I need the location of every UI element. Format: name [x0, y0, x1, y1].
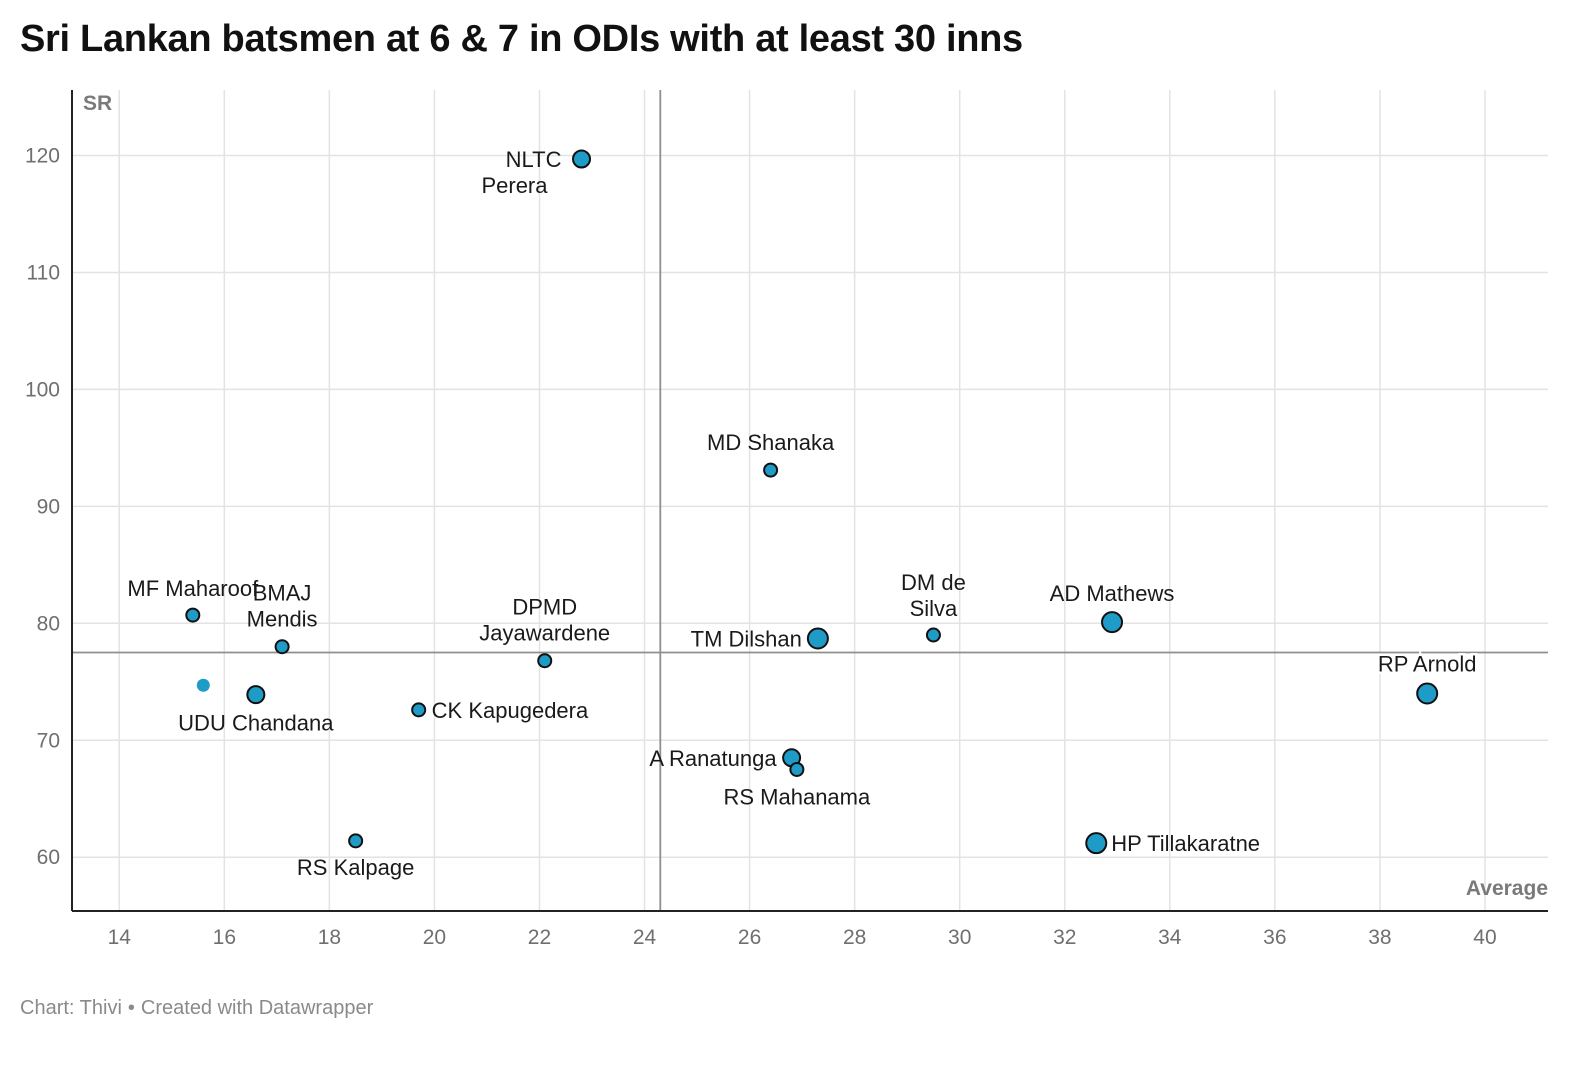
data-label: BMAJ Mendis — [247, 581, 318, 632]
data-label: RS Mahanama — [723, 784, 871, 809]
x-tick-label: 16 — [213, 926, 236, 949]
x-tick-label: 34 — [1158, 926, 1182, 949]
data-label-line: RS Mahanama — [723, 784, 871, 809]
reference-lines — [72, 90, 1548, 911]
data-point — [348, 833, 364, 849]
data-label: DM de Silva — [901, 570, 966, 621]
data-label: UDU Chandana — [178, 711, 334, 736]
y-tick-label: 60 — [37, 846, 60, 869]
data-label: A Ranatunga — [649, 746, 777, 771]
data-point — [1101, 611, 1124, 634]
data-label-line: Jayawardene — [479, 621, 610, 646]
x-tick-label: 40 — [1473, 926, 1496, 949]
data-label-line: Silva — [910, 596, 958, 621]
y-tick-label: 80 — [37, 612, 60, 635]
x-tick-label: 22 — [528, 926, 551, 949]
x-tick-label: 18 — [318, 926, 341, 949]
x-tick-label: 20 — [423, 926, 446, 949]
data-label-line: RP Arnold — [1378, 651, 1477, 676]
data-label-line: Perera — [481, 173, 548, 198]
data-label: DPMD Jayawardene — [479, 595, 610, 646]
y-tick-label: 70 — [37, 729, 60, 752]
footer-credit: Created with Datawrapper — [140, 997, 374, 1019]
data-point — [572, 149, 592, 169]
x-tick-label: 26 — [738, 926, 761, 949]
data-label: RS Kalpage — [297, 855, 414, 880]
data-label-line: TM Dilshan — [691, 627, 802, 652]
data-point — [196, 678, 210, 692]
x-tick-label: 32 — [1053, 926, 1076, 949]
y-axis-title: SR — [83, 92, 112, 115]
data-label: AD Mathews — [1050, 581, 1175, 606]
x-tick-label: 36 — [1263, 926, 1286, 949]
y-tick-label: 100 — [25, 378, 60, 401]
data-label: TM Dilshan — [691, 627, 802, 652]
x-tick-label: 24 — [633, 926, 657, 949]
footer-separator: • — [127, 997, 135, 1019]
data-label-line: MF Maharoof — [127, 576, 259, 601]
data-label-line: CK Kapugedera — [432, 698, 589, 723]
data-label-line: Mendis — [247, 607, 318, 632]
data-label-line: NLTC — [506, 147, 562, 172]
x-tick-label: 38 — [1368, 926, 1391, 949]
x-axis-title: Average — [1466, 877, 1548, 900]
data-point — [185, 607, 201, 623]
chart-title: Sri Lankan batsmen at 6 & 7 in ODIs with… — [20, 18, 1023, 60]
grid-layer — [72, 90, 1548, 911]
data-label-line: UDU Chandana — [178, 711, 334, 736]
y-tick-label: 120 — [25, 144, 60, 167]
y-tick-label: 110 — [27, 261, 60, 284]
data-label-line: MD Shanaka — [707, 430, 835, 455]
data-label-line: HP Tillakaratne — [1111, 831, 1260, 856]
x-tick-label: 14 — [108, 926, 132, 949]
data-label: CK Kapugedera — [432, 698, 589, 723]
data-point — [411, 702, 427, 718]
chart-footer: Chart: Thivi • Created with Datawrapper — [20, 997, 373, 1020]
data-point — [925, 627, 941, 643]
data-label-line: RS Kalpage — [297, 855, 414, 880]
data-point — [274, 639, 290, 655]
axes: 14 16 18 20 22 24 26 28 30 32 34 36 38 40 60 70 80 90 100 1… — [25, 90, 1548, 949]
y-tick-label: 90 — [37, 495, 60, 518]
data-label: NLTC Perera — [481, 147, 561, 198]
data-points — [185, 149, 1439, 855]
data-label: HP Tillakaratne — [1111, 831, 1260, 856]
data-label: MD Shanaka — [707, 430, 835, 455]
data-point — [537, 653, 553, 669]
data-label-line: A Ranatunga — [649, 746, 777, 771]
data-label-line: DPMD — [512, 595, 577, 620]
data-point — [246, 685, 266, 705]
data-label-line: AD Mathews — [1050, 581, 1175, 606]
data-point — [806, 627, 829, 650]
data-point — [1416, 682, 1439, 705]
data-label-line: DM de — [901, 570, 966, 595]
footer-source: Chart: Thivi — [20, 997, 122, 1019]
x-tick-label: 28 — [843, 926, 866, 949]
data-point — [789, 761, 805, 777]
data-point — [763, 462, 779, 478]
data-point — [1085, 832, 1108, 855]
data-label: MF Maharoof — [127, 576, 259, 601]
data-label: RP Arnold — [1378, 651, 1477, 676]
scatter-plot: 14 16 18 20 22 24 26 28 30 32 34 36 38 40 60 70 80 90 100 1… — [25, 90, 1548, 949]
x-tick-label: 30 — [948, 926, 971, 949]
data-label-line: BMAJ — [253, 581, 312, 606]
